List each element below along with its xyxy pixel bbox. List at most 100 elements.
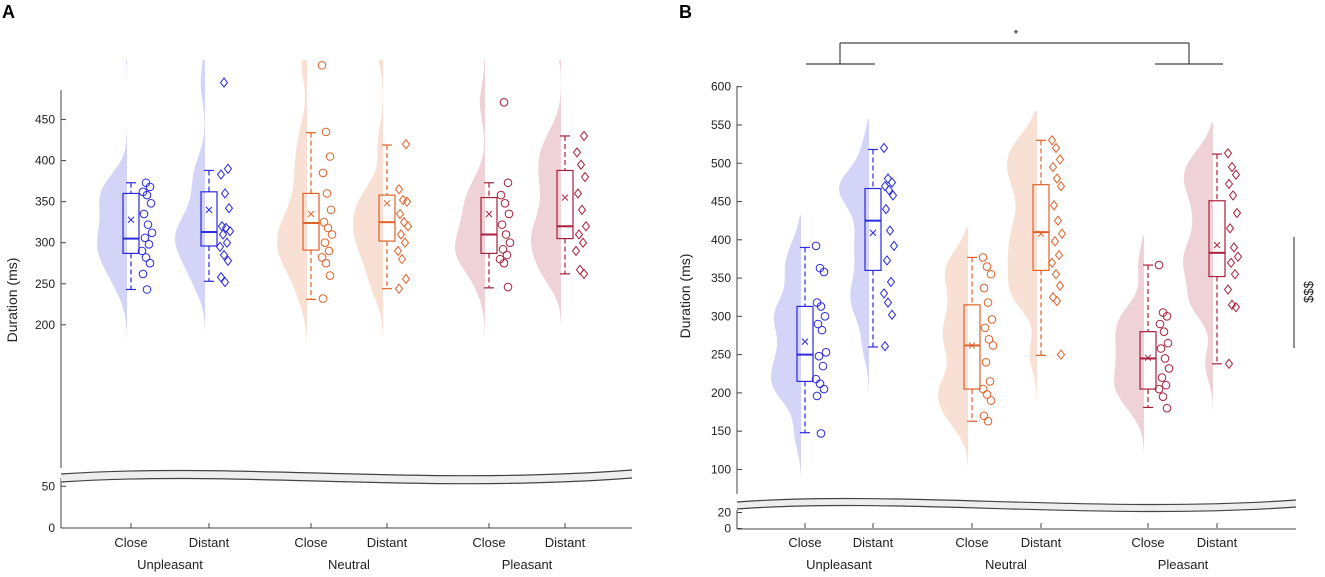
data-point: [499, 98, 509, 107]
data-point: [1057, 228, 1067, 239]
data-point: [1054, 249, 1064, 261]
panel-b-y-tick-label: 550: [711, 118, 731, 132]
data-point: [223, 255, 233, 267]
panel-b-x-tick-label: Distant: [853, 535, 894, 550]
mean-marker: [307, 210, 315, 218]
panel-b-y-tick-label: 450: [711, 195, 731, 209]
panel-a-group-label: Neutral: [328, 557, 370, 572]
data-point: [577, 204, 587, 216]
panel-b-series-neutral-close: [938, 228, 998, 468]
data-point: [318, 294, 328, 303]
mean-marker: [485, 210, 493, 218]
data-point: [821, 348, 831, 357]
data-point: [980, 323, 990, 333]
data-point: [216, 271, 226, 283]
data-point: [317, 253, 327, 262]
data-point: [218, 229, 228, 240]
data-point: [400, 237, 410, 249]
panel-a-series-neutral-distant: [353, 60, 413, 338]
density-cloud: [1007, 111, 1037, 401]
data-point: [217, 14, 224, 23]
panel-a-break-line-top: [60, 469, 633, 477]
data-point: [811, 241, 821, 251]
data-point: [144, 240, 154, 249]
data-point: [324, 246, 334, 256]
box-iqr: [302, 192, 320, 251]
data-point: [503, 178, 513, 188]
data-point: [819, 384, 829, 394]
box-iqr: [378, 194, 396, 242]
panel-a-title: A: [2, 2, 15, 22]
mean-marker: [801, 338, 809, 345]
panel-b-x-tick-label: Close: [788, 535, 821, 550]
panel-b-break-line-bottom: [736, 504, 1297, 513]
panel-b-series-pleasant-distant: [1183, 122, 1243, 410]
data-point: [1223, 284, 1233, 295]
panel-a-x-tick-label: Distant: [367, 535, 408, 550]
density-cloud: [938, 228, 968, 468]
data-point: [1164, 364, 1174, 373]
box-iqr: [480, 196, 498, 254]
panel-b-y-tick-label: 20: [718, 506, 732, 520]
panel-b-series-unpleasant-distant: [839, 118, 899, 393]
data-point: [496, 19, 504, 27]
box-iqr: [864, 187, 882, 272]
panel-a-x-tick-label: Close: [114, 535, 147, 550]
data-point: [982, 390, 992, 399]
panel-b-series-neutral-distant: [1007, 111, 1067, 401]
panel-a-axis-break: [61, 470, 632, 484]
data-point: [139, 209, 149, 219]
data-point: [221, 222, 231, 234]
data-point: [223, 163, 233, 175]
panel-a-group-label: Unpleasant: [137, 557, 203, 572]
panel-a-y-tick-label: 200: [35, 318, 55, 332]
data-point: [816, 429, 826, 438]
data-point: [502, 250, 512, 260]
panel-b-title: B: [679, 2, 692, 22]
data-point: [1155, 319, 1165, 329]
data-point: [814, 351, 824, 361]
data-point: [986, 269, 996, 279]
panel-b-group-label: Unpleasant: [806, 557, 872, 572]
panel-b-break-line-top: [736, 497, 1297, 506]
data-point: [322, 189, 332, 198]
data-point: [504, 209, 514, 219]
data-point: [1055, 280, 1065, 292]
panel-b-y-tick-label: 0: [724, 522, 731, 536]
data-point: [1053, 215, 1063, 226]
panel-a-series-unpleasant-distant: [175, 14, 235, 332]
panel-a-y-ticks: 200 250 300 350 400 450 0 50: [35, 113, 66, 535]
data-point: [137, 246, 147, 256]
data-point: [497, 220, 507, 229]
panel-b-axis-break: [737, 498, 1296, 512]
density-cloud: [277, 60, 307, 348]
data-point: [220, 276, 230, 288]
data-point: [818, 361, 828, 371]
data-point: [216, 169, 226, 180]
mean-marker: [127, 216, 135, 224]
data-point: [401, 273, 411, 285]
mean-marker: [1037, 230, 1045, 238]
density-cloud: [839, 118, 869, 393]
panel-b-y-tick-label: 350: [711, 271, 731, 285]
data-point: [143, 220, 153, 229]
data-point: [1049, 200, 1059, 211]
data-point: [397, 253, 407, 265]
data-point: [505, 238, 515, 247]
mean-marker: [205, 206, 213, 214]
panel-b-x-tick-label: Close: [955, 535, 988, 550]
data-point: [499, 258, 509, 268]
density-cloud: [531, 60, 561, 324]
data-point: [1160, 354, 1170, 363]
panel-a-y-tick-label: 450: [35, 113, 55, 127]
data-point: [142, 190, 152, 200]
panel-a-x-tick-label: Close: [472, 535, 505, 550]
data-point: [884, 184, 894, 196]
data-point: [573, 188, 583, 199]
panel-a-y-tick-label: 350: [35, 195, 55, 209]
data-point: [979, 411, 989, 421]
data-point: [1050, 236, 1060, 247]
data-point: [217, 220, 227, 232]
mean-marker: [968, 342, 976, 349]
